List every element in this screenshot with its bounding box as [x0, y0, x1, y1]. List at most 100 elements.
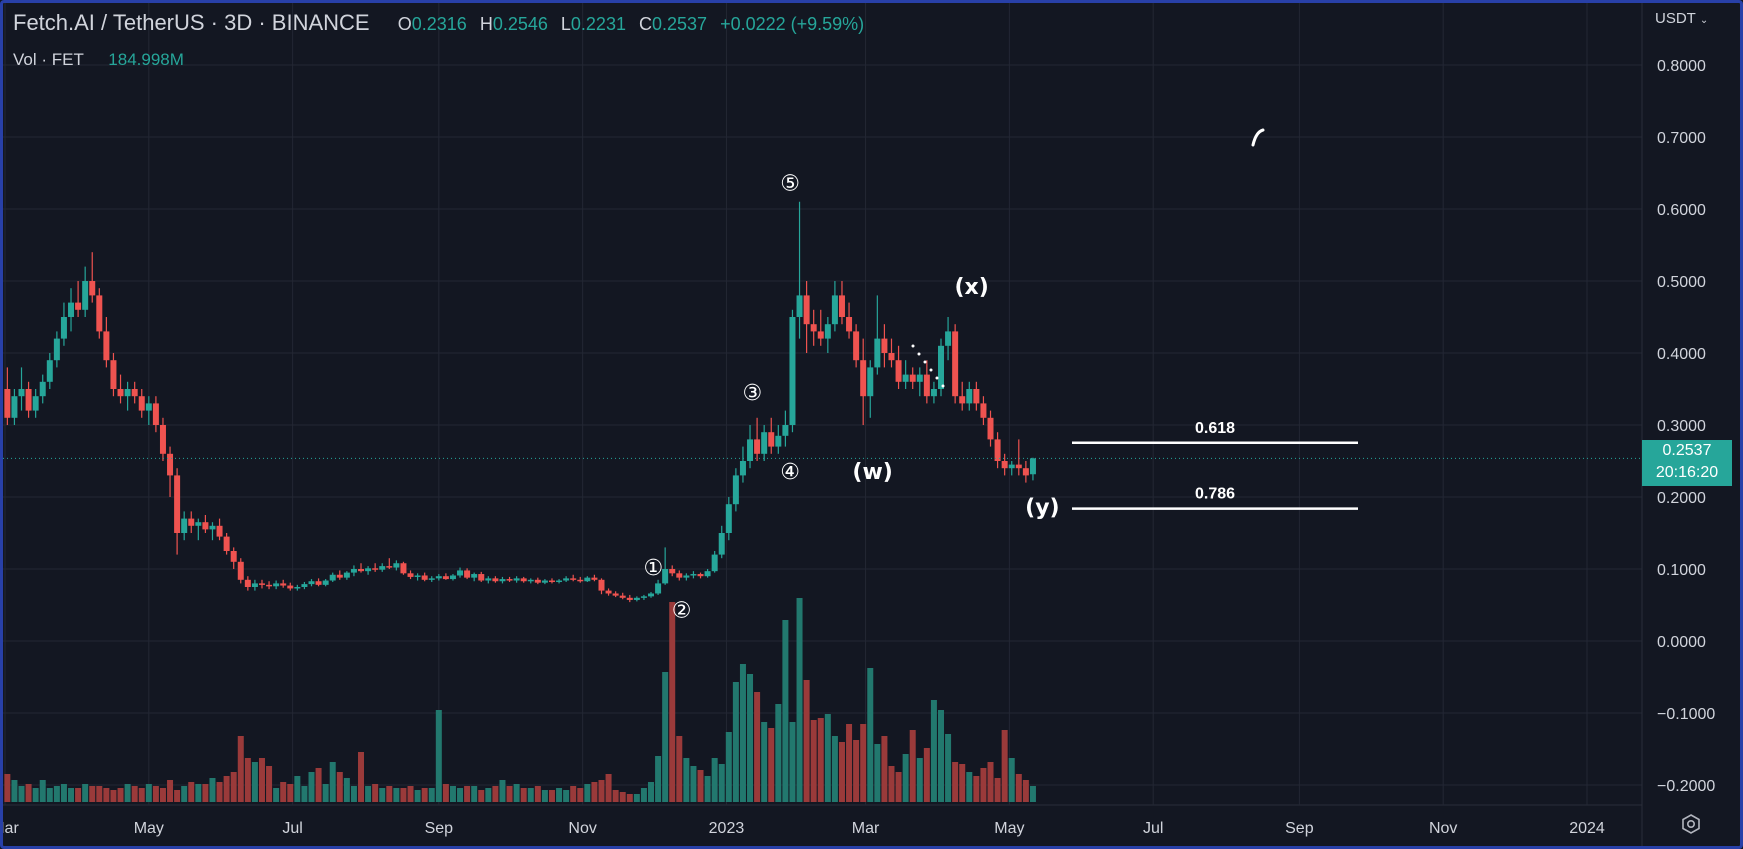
volume-label: Vol · FET [13, 50, 84, 69]
high-label: H [479, 14, 493, 34]
volume-bar [1008, 758, 1015, 802]
price-tick-label: 0.3000 [1657, 418, 1706, 435]
volume-bar [46, 788, 53, 802]
volume-bar [556, 788, 563, 802]
volume-bar [336, 772, 343, 802]
volume-bar [237, 736, 244, 802]
volume-bar [732, 682, 739, 802]
volume-bar [1029, 786, 1036, 802]
candle-body [379, 566, 386, 570]
candle-body [159, 425, 166, 454]
candle-body [244, 579, 251, 587]
volume-bar [534, 786, 541, 802]
path-dot [929, 368, 933, 372]
candle-body [987, 417, 994, 440]
volume-bar [803, 680, 810, 802]
candle-body [18, 389, 25, 397]
volume-bar [591, 782, 598, 802]
candle-body [945, 331, 952, 346]
candle-body [223, 536, 230, 551]
volume-bar [846, 724, 853, 802]
volume-bar [209, 778, 216, 802]
volume-bar [435, 710, 442, 802]
candle-body [591, 577, 598, 580]
volume-bar [216, 782, 223, 802]
volume-bar [563, 790, 570, 802]
volume-bar [244, 758, 251, 802]
candle-body [605, 590, 612, 594]
candle-body [782, 425, 789, 436]
candle-body [860, 360, 867, 397]
volume-bar [605, 774, 612, 802]
candle-body [520, 578, 527, 582]
candle-body [372, 568, 379, 570]
candle-body [258, 583, 265, 585]
candle-body [152, 403, 159, 425]
volume-bar [577, 788, 584, 802]
volume-bar [32, 788, 39, 802]
volume-bar [89, 786, 96, 802]
time-tick-label: 2024 [1569, 820, 1605, 837]
settings-gear-icon[interactable] [1680, 813, 1702, 835]
volume-bar [223, 776, 230, 802]
symbol-legend: Fetch.AI / TetherUS · 3D · BINANCE O0.23… [13, 10, 872, 36]
wave-label: ② [672, 598, 692, 623]
candle-body [202, 522, 209, 530]
candle-body [895, 360, 902, 382]
candle-body [690, 574, 697, 576]
volume-bar [478, 790, 485, 802]
volume-bar [994, 778, 1001, 802]
time-tick-label: Jul [282, 820, 302, 837]
volume-bar [442, 784, 449, 802]
volume-bar [789, 722, 796, 802]
candle-body [407, 573, 414, 577]
candle-body [683, 575, 690, 578]
candle-body [421, 575, 428, 580]
volume-bar [747, 674, 754, 802]
currency-selector[interactable]: USDT ⌄ [1655, 10, 1708, 27]
candle-body [457, 570, 464, 576]
candle-body [817, 331, 824, 339]
candle-body [747, 439, 754, 461]
volume-bar [280, 782, 287, 802]
volume-bar [945, 734, 952, 802]
candle-body [662, 569, 669, 584]
candle-body [577, 579, 584, 582]
close-label: C [638, 14, 652, 34]
time-axis: Mar May Jul Sep Nov 2023 Mar May Jul Sep Nov 2024 [0, 820, 1605, 837]
candle-body [676, 573, 683, 578]
volume-bar [322, 784, 329, 802]
candle-body [930, 389, 937, 397]
candle-body [478, 574, 485, 581]
candle-body [138, 396, 145, 411]
candle-body [612, 593, 619, 596]
fib-level-label: 0.786 [1195, 486, 1235, 503]
wave-label: (w) [852, 460, 892, 485]
volume-bar [506, 786, 513, 802]
volume-bar [612, 790, 619, 802]
candle-body [718, 533, 725, 555]
currency-label: USDT [1655, 10, 1696, 27]
candle-body [82, 281, 89, 310]
price-tick-label: −0.2000 [1657, 778, 1715, 795]
volume-bar [761, 722, 768, 802]
volume-bar [343, 778, 350, 802]
volume-bar [725, 732, 732, 802]
candle-body [46, 360, 53, 382]
volume-bar [619, 792, 626, 802]
candle-body [648, 593, 655, 597]
candle-body [237, 561, 244, 580]
volume-bar [372, 784, 379, 802]
volume-bar [159, 788, 166, 802]
close-value: 0.2537 [651, 14, 708, 34]
volume-bar [11, 780, 18, 802]
price-tick-label: 0.2000 [1657, 490, 1706, 507]
price-tick-label: 0.5000 [1657, 274, 1706, 291]
volume-bar [386, 786, 393, 802]
volume-bar [676, 736, 683, 802]
volume-bar [916, 758, 923, 802]
candle-body [400, 563, 407, 574]
candle-body [181, 518, 188, 533]
